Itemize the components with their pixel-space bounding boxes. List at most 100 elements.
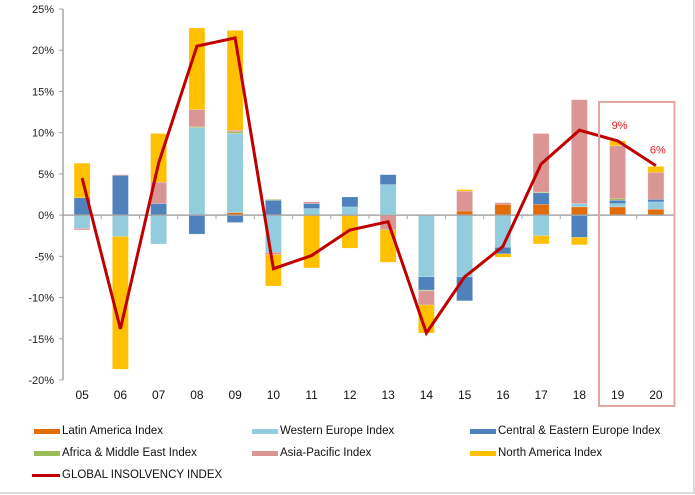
- bar-segment-central-eastern-europe-index-06: [112, 175, 129, 216]
- bar-segment-central-eastern-europe-index-09: [226, 214, 244, 223]
- bar-segment-central-eastern-europe-index-10: [265, 200, 282, 216]
- legend-swatch-asia-pacific: [252, 450, 278, 456]
- y-tick-label: -5%: [34, 251, 54, 263]
- bar-segment-western-europe-index-13: [379, 184, 397, 215]
- legend-item-latin-america: Latin America Index: [34, 425, 163, 437]
- bar-segment-western-europe-index-19: [609, 203, 626, 208]
- global-insolvency-line: [80, 36, 657, 337]
- bars-layer: [73, 27, 665, 370]
- data-label-20: 6%: [650, 145, 666, 157]
- x-tick-label: 07: [152, 388, 166, 402]
- line-layer: [80, 36, 657, 337]
- bar-segment-north-america-index-18: [571, 237, 588, 246]
- bar-segment-latin-america-index-17: [532, 204, 550, 216]
- bar-segment-western-europe-index-20: [647, 201, 665, 210]
- legend-swatch-central-eastern-europe: [470, 428, 496, 434]
- x-tick-label: 05: [75, 388, 89, 402]
- bar-segment-asia-pacific-index-11: [303, 201, 320, 204]
- bar-segment-central-eastern-europe-index-14: [418, 276, 435, 291]
- legend-label: North America Index: [498, 447, 603, 459]
- legend-line-global-insolvency: [32, 473, 60, 477]
- y-tick-label: 10%: [32, 128, 54, 140]
- data-label-19: 9%: [612, 120, 628, 132]
- bar-segment-africa-middle-east-index-08: [188, 126, 206, 128]
- bar-segment-western-europe-index-11: [303, 208, 320, 216]
- legend-swatch-latin-america: [34, 428, 60, 434]
- bar-segment-latin-america-index-16: [494, 204, 512, 216]
- y-tick-label: 20%: [32, 45, 54, 57]
- legend-label: Western Europe Index: [280, 425, 395, 437]
- y-tick-label: -10%: [28, 293, 54, 305]
- bar-segment-latin-america-index-19: [609, 206, 626, 216]
- bar-segment-central-eastern-europe-index-07: [150, 203, 167, 216]
- bar-segment-western-europe-index-15: [456, 214, 473, 278]
- bar-segment-north-america-index-16: [494, 253, 512, 258]
- bar-segment-north-america-index-11: [303, 214, 320, 269]
- legend-label: Asia-Pacific Index: [280, 447, 372, 459]
- x-tick-label: 19: [611, 388, 625, 402]
- legend-swatch-western-europe: [252, 428, 278, 434]
- x-tick-label: 09: [228, 388, 242, 402]
- x-tick-label: 11: [305, 388, 318, 402]
- bar-segment-north-america-index-10: [265, 254, 282, 287]
- y-tick-label: -20%: [28, 375, 54, 387]
- y-tick-label: 15%: [32, 86, 54, 98]
- x-tick-label: 06: [114, 388, 128, 402]
- x-tick-label: 20: [649, 388, 663, 402]
- bar-segment-central-eastern-europe-index-13: [379, 174, 397, 185]
- bar-segment-central-eastern-europe-index-12: [341, 196, 359, 208]
- bar-segment-western-europe-index-08: [188, 127, 206, 216]
- bar-segment-central-eastern-europe-index-11: [303, 203, 320, 209]
- bar-segment-latin-america-index-20: [647, 209, 665, 216]
- bar-segment-central-eastern-europe-index-18: [571, 214, 588, 238]
- bar-segment-central-eastern-europe-index-15: [456, 276, 473, 302]
- bar-segment-central-eastern-europe-index-20: [647, 199, 665, 203]
- bar-segment-western-europe-index-07: [150, 214, 167, 245]
- legend-item-africa-middle-east: Africa & Middle East Index: [34, 447, 197, 459]
- x-tick-label: 14: [420, 388, 434, 402]
- bar-segment-africa-middle-east-index-10: [265, 199, 282, 201]
- bar-segment-asia-pacific-index-06: [112, 174, 129, 176]
- bar-segment-asia-pacific-index-05: [73, 228, 91, 231]
- x-tick-label: 16: [496, 388, 510, 402]
- x-tick-label: 12: [343, 388, 357, 402]
- legend-item-north-america: North America Index: [470, 447, 602, 459]
- y-tick-label: 5%: [38, 169, 54, 181]
- bar-segment-asia-pacific-index-18: [571, 99, 588, 204]
- x-tick-label: 15: [458, 388, 472, 402]
- legend: Latin America Index Western Europe Index…: [0, 420, 695, 490]
- bar-segment-western-europe-index-14: [418, 214, 435, 278]
- bar-segment-central-eastern-europe-index-08: [188, 214, 206, 235]
- bar-segment-asia-pacific-index-20: [647, 171, 665, 200]
- legend-label: GLOBAL INSOLVENCY INDEX: [62, 469, 223, 481]
- y-tick-label: 0%: [38, 210, 54, 222]
- bar-segment-north-america-index-08: [188, 27, 206, 110]
- bar-segment-western-europe-index-05: [73, 214, 91, 229]
- y-tick-label: 25%: [32, 4, 54, 16]
- legend-item-central-eastern-europe: Central & Eastern Europe Index: [470, 425, 660, 437]
- legend-item-western-europe: Western Europe Index: [252, 425, 394, 437]
- chart-plot: 25% 20% 15% 10% 5% 0% -5% -10% -15% -20% 05 06 07 08 0…: [28, 4, 676, 407]
- legend-swatch-africa-middle-east: [34, 450, 60, 456]
- x-tick-label: 17: [534, 388, 548, 402]
- bar-segment-western-europe-index-12: [341, 206, 359, 216]
- bar-segment-north-america-index-07: [150, 133, 167, 183]
- annotations-layer: 9% 6%: [598, 101, 676, 407]
- bar-segment-north-america-index-20: [647, 166, 665, 173]
- x-tick-label: 10: [267, 388, 281, 402]
- legend-label: Central & Eastern Europe Index: [498, 425, 661, 437]
- x-tick-label: 08: [190, 388, 204, 402]
- legend-item-global-insolvency-index: GLOBAL INSOLVENCY INDEX: [32, 469, 222, 481]
- bar-segment-latin-america-index-18: [571, 206, 588, 216]
- bar-segment-western-europe-index-18: [571, 203, 588, 208]
- legend-label: Africa & Middle East Index: [62, 447, 197, 459]
- legend-label: Latin America Index: [62, 425, 164, 437]
- bar-segment-africa-middle-east-index-14: [418, 289, 435, 292]
- bar-segment-western-europe-index-06: [112, 214, 129, 237]
- bar-segment-north-america-index-15: [456, 189, 473, 192]
- bar-segment-asia-pacific-index-16: [494, 202, 512, 205]
- x-tick-label: 18: [573, 388, 587, 402]
- bar-segment-central-eastern-europe-index-19: [609, 200, 626, 204]
- bar-segment-central-eastern-europe-index-17: [532, 192, 550, 205]
